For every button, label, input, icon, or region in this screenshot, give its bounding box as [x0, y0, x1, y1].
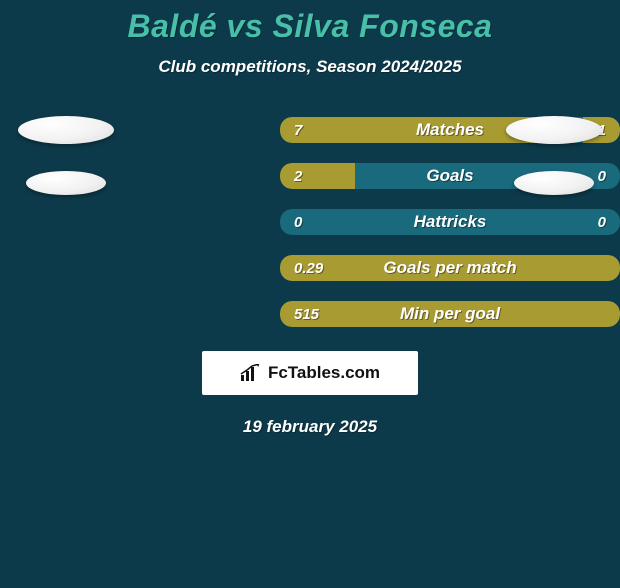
player-right-avatar [514, 171, 594, 195]
player-right-avatar [506, 116, 602, 144]
bar-chart-icon [240, 364, 262, 382]
comparison-subtitle: Club competitions, Season 2024/2025 [0, 57, 620, 77]
stat-right-value: 0 [598, 163, 606, 189]
stat-left-value: 515 [294, 301, 319, 327]
snapshot-date: 19 february 2025 [0, 417, 620, 437]
stat-row: Goals per match0.29 [280, 255, 620, 281]
brand-text: FcTables.com [268, 363, 380, 383]
stat-left-value: 0 [294, 209, 302, 235]
stat-label: Goals per match [280, 255, 620, 281]
stat-right-value: 0 [598, 209, 606, 235]
player-left-avatar [18, 116, 114, 144]
stat-label: Min per goal [280, 301, 620, 327]
brand-card[interactable]: FcTables.com [202, 351, 418, 395]
stat-label: Hattricks [280, 209, 620, 235]
stat-row: Hattricks0 0 [280, 209, 620, 235]
comparison-title: Baldé vs Silva Fonseca [0, 8, 620, 45]
stat-left-value: 0.29 [294, 255, 323, 281]
stat-left-value: 7 [294, 117, 302, 143]
stats-container: Matches71Goals20Hattricks00Goals per mat… [0, 117, 620, 327]
player-left-avatar [26, 171, 106, 195]
stat-row: Min per goal515 [280, 301, 620, 327]
stat-left-value: 2 [294, 163, 302, 189]
